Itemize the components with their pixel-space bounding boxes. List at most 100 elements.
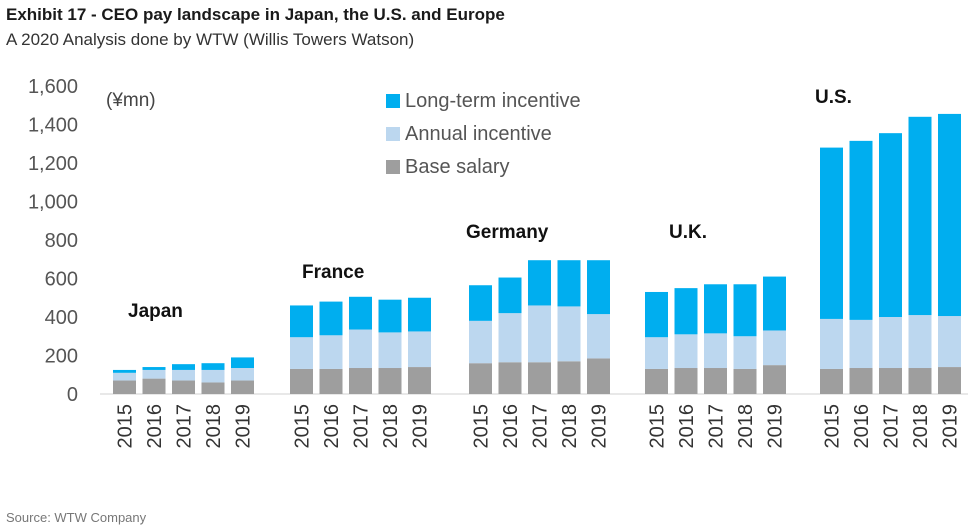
- legend-swatch-base-salary: [386, 160, 400, 174]
- x-tick-label: 2017: [530, 404, 552, 449]
- bar-segment-base-salary: [231, 380, 254, 394]
- x-tick-label: 2015: [115, 404, 137, 449]
- y-tick-label: 1,000: [28, 192, 78, 214]
- bar-segment-base-salary: [587, 358, 610, 394]
- country-label: Japan: [128, 301, 183, 322]
- bar-segment-long-term-incentive: [231, 357, 254, 369]
- bar-segment-base-salary: [469, 363, 492, 394]
- bar-segment-base-salary: [349, 368, 372, 394]
- chart-title: Exhibit 17 - CEO pay landscape in Japan,…: [6, 5, 505, 24]
- country-label: France: [302, 262, 364, 283]
- x-tick-label: 2017: [706, 404, 728, 449]
- bar-segment-annual-incentive: [879, 317, 902, 369]
- y-tick-label: 1,600: [28, 76, 78, 98]
- y-tick-label: 800: [45, 230, 78, 252]
- bar-segment-long-term-incentive: [820, 147, 843, 319]
- bar-segment-long-term-incentive: [674, 288, 698, 335]
- bar-segment-annual-incentive: [820, 318, 843, 369]
- bar-segment-annual-incentive: [319, 335, 343, 369]
- bar-segment-annual-incentive: [908, 315, 932, 369]
- bar-segment-annual-incentive: [528, 305, 551, 363]
- legend: Long-term incentive Annual incentive Base …: [386, 90, 581, 178]
- bar-segment-long-term-incentive: [908, 116, 932, 316]
- x-tick-label: 2015: [292, 404, 314, 449]
- bar-segment-long-term-incentive: [113, 369, 136, 373]
- y-tick-label: 600: [45, 269, 78, 291]
- bar-segment-base-salary: [319, 368, 343, 394]
- bar-segment-annual-incentive: [231, 368, 254, 381]
- bar-segment-base-salary: [763, 365, 786, 394]
- x-tick-label: 2016: [321, 404, 343, 449]
- bar-segment-base-salary: [528, 362, 551, 394]
- bar-segment-base-salary: [733, 368, 757, 394]
- bar-segment-annual-incentive: [349, 329, 372, 369]
- bars: [113, 113, 961, 394]
- bar-segment-annual-incentive: [674, 334, 698, 369]
- x-tick-label: 2018: [910, 404, 932, 449]
- y-tick-label: 200: [45, 346, 78, 368]
- x-tick-label: 2018: [203, 404, 225, 449]
- x-tick-label: 2018: [735, 404, 757, 449]
- x-tick-label: 2019: [765, 404, 787, 449]
- x-tick-label: 2016: [851, 404, 873, 449]
- bar-segment-long-term-incentive: [172, 364, 195, 370]
- bar-segment-base-salary: [674, 368, 698, 394]
- x-tick-label: 2017: [174, 404, 196, 449]
- bar-segment-annual-incentive: [645, 337, 668, 369]
- bar-segment-long-term-incentive: [557, 260, 581, 307]
- bar-segment-long-term-incentive: [849, 140, 873, 320]
- bar-segment-annual-incentive: [172, 369, 195, 381]
- bar-segment-long-term-incentive: [378, 299, 402, 333]
- bar-segment-long-term-incentive: [408, 297, 431, 332]
- unit-label: (¥mn): [106, 90, 156, 111]
- y-tick-label: 0: [67, 384, 78, 406]
- bar-segment-annual-incentive: [469, 320, 492, 364]
- bar-segment-long-term-incentive: [201, 363, 225, 370]
- bar-segment-annual-incentive: [113, 372, 136, 381]
- bar-segment-base-salary: [938, 367, 961, 394]
- x-tick-label: 2019: [410, 404, 432, 449]
- bar-segment-annual-incentive: [408, 331, 431, 368]
- bar-segment-base-salary: [820, 368, 843, 394]
- country-label: Germany: [466, 222, 549, 243]
- bar-segment-base-salary: [113, 380, 136, 394]
- bar-segment-base-salary: [201, 382, 225, 394]
- bar-segment-long-term-incentive: [733, 284, 757, 337]
- x-tick-label: 2019: [233, 404, 255, 449]
- legend-swatch-annual-incentive: [386, 127, 400, 141]
- bar-segment-annual-incentive: [587, 314, 610, 359]
- bar-segment-annual-incentive: [290, 337, 313, 369]
- bar-segment-base-salary: [408, 367, 431, 394]
- bar-segment-long-term-incentive: [290, 305, 313, 338]
- bar-segment-base-salary: [290, 368, 313, 394]
- bar-segment-long-term-incentive: [319, 301, 343, 336]
- bar-segment-annual-incentive: [849, 319, 873, 369]
- bar-segment-base-salary: [378, 368, 402, 394]
- y-tick-label: 1,400: [28, 115, 78, 137]
- x-tick-label: 2016: [144, 404, 166, 449]
- x-tick-label: 2015: [647, 404, 669, 449]
- bar-segment-base-salary: [142, 378, 166, 394]
- bar-segment-long-term-incentive: [528, 260, 551, 306]
- bar-segment-long-term-incentive: [469, 285, 492, 321]
- source-note: Source: WTW Company: [6, 510, 147, 525]
- bar-segment-annual-incentive: [763, 330, 786, 366]
- x-tick-label: 2018: [380, 404, 402, 449]
- bar-segment-base-salary: [849, 368, 873, 394]
- x-tick-label: 2019: [940, 404, 962, 449]
- bar-segment-annual-incentive: [201, 369, 225, 383]
- bar-segment-annual-incentive: [704, 333, 727, 369]
- bar-segment-long-term-incentive: [938, 113, 961, 317]
- x-tick-label: 2018: [559, 404, 581, 449]
- legend-swatch-long-term-incentive: [386, 94, 400, 108]
- bar-segment-base-salary: [172, 380, 195, 394]
- bar-segment-long-term-incentive: [498, 277, 522, 314]
- y-tick-label: 400: [45, 307, 78, 329]
- chart-subtitle: A 2020 Analysis done by WTW (Willis Towe…: [6, 30, 415, 49]
- y-tick-label: 1,200: [28, 153, 78, 175]
- x-tick-label: 2016: [676, 404, 698, 449]
- legend-label: Annual incentive: [405, 123, 552, 145]
- bar-segment-annual-incentive: [938, 316, 961, 368]
- bar-segment-annual-incentive: [733, 336, 757, 369]
